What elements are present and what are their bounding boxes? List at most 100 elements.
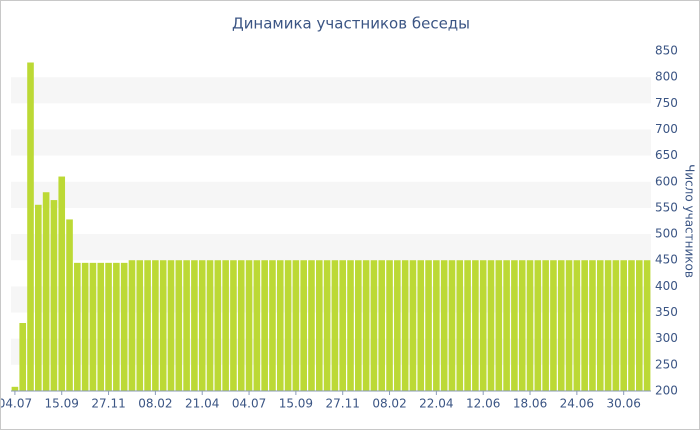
- bar: [253, 260, 261, 391]
- bar: [643, 260, 651, 391]
- y-tick-label: 450: [655, 253, 678, 267]
- bar: [74, 262, 81, 391]
- bar: [487, 260, 495, 391]
- x-tick-label: 15.09: [45, 397, 79, 411]
- bar: [440, 260, 448, 391]
- bar: [144, 260, 151, 391]
- x-tick-label: 27.11: [91, 397, 125, 411]
- bar: [409, 260, 417, 391]
- bar: [183, 260, 190, 391]
- bar: [347, 260, 354, 391]
- bar: [612, 260, 620, 391]
- bar: [550, 260, 557, 391]
- bar: [113, 262, 120, 391]
- bar: [245, 260, 253, 391]
- x-tick-label: 21.04: [185, 397, 219, 411]
- x-tick-label: 04.07: [232, 397, 266, 411]
- bar: [315, 260, 323, 391]
- bar: [370, 260, 378, 391]
- bar: [35, 204, 42, 391]
- x-tick-label: 12.06: [466, 397, 500, 411]
- bar: [331, 260, 339, 391]
- x-tick-label: 04.07: [1, 397, 32, 411]
- y-tick-label: 750: [655, 96, 678, 110]
- bar: [339, 260, 347, 391]
- x-tick-label: 22.04: [419, 397, 453, 411]
- y-tick-label: 350: [655, 305, 678, 319]
- bar: [152, 260, 159, 391]
- bar: [565, 260, 573, 391]
- bar: [81, 262, 89, 391]
- y-tick-label: 200: [655, 384, 678, 398]
- grid-band: [11, 77, 651, 104]
- bar: [323, 260, 331, 391]
- bar: [448, 260, 456, 391]
- bar: [292, 260, 300, 391]
- bar: [128, 260, 136, 391]
- bar: [355, 260, 362, 391]
- x-tick-label: 18.06: [513, 397, 547, 411]
- bar: [635, 260, 643, 391]
- y-tick-label: 850: [655, 44, 678, 58]
- grid-band: [11, 234, 651, 261]
- bar: [534, 260, 542, 391]
- bar: [479, 260, 487, 391]
- bar: [557, 260, 565, 391]
- bar: [214, 260, 222, 391]
- bar: [19, 323, 27, 391]
- bar: [503, 260, 510, 391]
- bar: [120, 262, 128, 391]
- bar: [526, 260, 534, 391]
- x-tick-label: 08.02: [138, 397, 172, 411]
- bar: [581, 260, 588, 391]
- bar: [42, 192, 50, 391]
- y-tick-label: 600: [655, 174, 678, 188]
- bar: [308, 260, 315, 391]
- x-tick-label: 30.06: [607, 397, 641, 411]
- bar: [136, 260, 144, 391]
- bar: [362, 260, 370, 391]
- bar: [261, 260, 268, 391]
- bar: [604, 260, 612, 391]
- bar: [66, 219, 73, 391]
- bar: [378, 260, 386, 391]
- bar: [495, 260, 503, 391]
- bar: [230, 260, 237, 391]
- bar: [191, 260, 198, 391]
- bar: [417, 260, 425, 391]
- x-tick-label: 08.02: [372, 397, 406, 411]
- y-tick-label: 550: [655, 200, 678, 214]
- bar: [573, 260, 581, 391]
- bar: [284, 260, 292, 391]
- y-tick-label: 250: [655, 357, 678, 371]
- bar: [518, 260, 526, 391]
- chart-title: Динамика участников беседы: [232, 15, 470, 33]
- y-tick-label: 400: [655, 279, 678, 293]
- bar: [596, 260, 604, 391]
- bar: [394, 260, 401, 391]
- bar: [237, 260, 245, 391]
- bar: [222, 260, 229, 391]
- y-tick-label: 700: [655, 122, 678, 136]
- bar: [159, 260, 167, 391]
- bar: [89, 262, 97, 391]
- grid-band: [11, 129, 651, 156]
- bar: [456, 260, 464, 391]
- bar: [433, 260, 440, 391]
- y-axis-label: Число участников: [683, 164, 697, 278]
- bar: [511, 260, 518, 391]
- bar: [300, 260, 307, 391]
- x-tick-label: 24.06: [560, 397, 594, 411]
- bar: [276, 260, 284, 391]
- x-tick-label: 27.11: [326, 397, 360, 411]
- bar: [628, 260, 635, 391]
- bar: [542, 260, 549, 391]
- bar: [27, 62, 34, 391]
- bar: [206, 260, 214, 391]
- bar: [589, 260, 596, 391]
- bar: [425, 260, 432, 391]
- bar: [386, 260, 393, 391]
- bar: [58, 176, 66, 391]
